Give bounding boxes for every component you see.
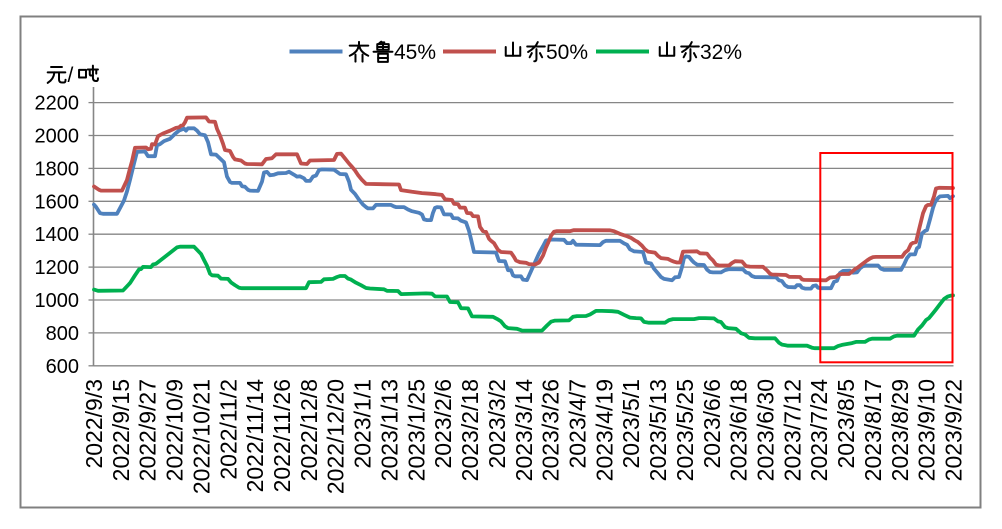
svg-text:1400: 1400 bbox=[35, 224, 80, 246]
svg-text:1600: 1600 bbox=[35, 191, 80, 213]
svg-text:50%: 50% bbox=[546, 41, 588, 64]
svg-text:2022/10/21: 2022/10/21 bbox=[188, 379, 214, 494]
svg-text:2022/9/15: 2022/9/15 bbox=[108, 379, 134, 481]
svg-text:2023/6/18: 2023/6/18 bbox=[726, 379, 752, 481]
svg-text:2023/3/14: 2023/3/14 bbox=[511, 379, 537, 482]
svg-text:2023/5/1: 2023/5/1 bbox=[618, 379, 644, 469]
svg-text:2023/1/25: 2023/1/25 bbox=[403, 379, 429, 481]
svg-text:800: 800 bbox=[46, 323, 79, 345]
svg-text:1000: 1000 bbox=[35, 290, 80, 312]
svg-text:2022/11/14: 2022/11/14 bbox=[242, 379, 268, 493]
svg-text:2022/10/9: 2022/10/9 bbox=[162, 379, 188, 481]
svg-text:1800: 1800 bbox=[35, 158, 80, 180]
svg-text:2022/12/20: 2022/12/20 bbox=[323, 379, 349, 494]
svg-text:2022/11/2: 2022/11/2 bbox=[215, 379, 241, 480]
svg-text:2023/7/24: 2023/7/24 bbox=[806, 379, 832, 482]
svg-text:/: / bbox=[68, 64, 74, 87]
svg-text:2023/8/17: 2023/8/17 bbox=[860, 379, 886, 481]
svg-text:2023/3/26: 2023/3/26 bbox=[538, 379, 564, 481]
svg-text:2023/8/5: 2023/8/5 bbox=[833, 379, 859, 469]
svg-text:2023/8/29: 2023/8/29 bbox=[887, 379, 913, 481]
svg-text:2023/3/2: 2023/3/2 bbox=[484, 379, 510, 469]
svg-text:2022/11/26: 2022/11/26 bbox=[269, 379, 295, 492]
svg-text:2023/1/13: 2023/1/13 bbox=[377, 379, 403, 481]
svg-text:45%: 45% bbox=[394, 41, 436, 64]
svg-text:2023/9/10: 2023/9/10 bbox=[914, 379, 940, 481]
svg-text:2000: 2000 bbox=[35, 126, 80, 148]
svg-text:2023/4/7: 2023/4/7 bbox=[565, 379, 591, 469]
svg-text:32%: 32% bbox=[700, 41, 742, 64]
svg-text:2023/6/30: 2023/6/30 bbox=[753, 379, 779, 481]
svg-text:2023/9/22: 2023/9/22 bbox=[941, 379, 967, 481]
svg-text:2023/7/12: 2023/7/12 bbox=[779, 379, 805, 481]
svg-text:2200: 2200 bbox=[35, 93, 80, 115]
svg-text:2023/6/6: 2023/6/6 bbox=[699, 379, 725, 469]
svg-text:2023/2/18: 2023/2/18 bbox=[457, 379, 483, 481]
svg-text:2022/9/3: 2022/9/3 bbox=[81, 379, 107, 469]
svg-text:2023/2/6: 2023/2/6 bbox=[430, 379, 456, 469]
svg-text:600: 600 bbox=[46, 356, 79, 378]
svg-text:2023/5/13: 2023/5/13 bbox=[645, 379, 671, 481]
svg-text:2023/5/25: 2023/5/25 bbox=[672, 379, 698, 481]
svg-text:2023/1/1: 2023/1/1 bbox=[350, 379, 376, 469]
svg-text:2022/12/8: 2022/12/8 bbox=[296, 379, 322, 481]
svg-text:1200: 1200 bbox=[35, 257, 80, 279]
svg-text:2023/4/19: 2023/4/19 bbox=[591, 379, 617, 481]
svg-text:2022/9/27: 2022/9/27 bbox=[135, 379, 161, 481]
